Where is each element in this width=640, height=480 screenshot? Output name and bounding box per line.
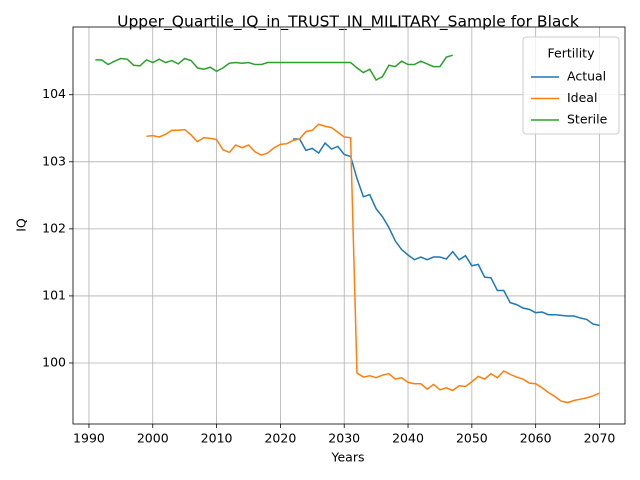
ticks: 1990 2000 2010 2020 2030 2040 2050 2060 2070 100 1… bbox=[42, 86, 615, 445]
y-axis-label: IQ bbox=[14, 218, 29, 232]
y-tick-label: 103 bbox=[42, 153, 66, 168]
x-axis-label: Years bbox=[331, 450, 365, 465]
y-tick-label: 102 bbox=[42, 220, 66, 235]
line-series bbox=[95, 54, 453, 81]
legend: Fertility Actual Ideal Sterile bbox=[522, 36, 620, 135]
line-series bbox=[146, 123, 600, 404]
x-tick-label: 2070 bbox=[584, 431, 616, 446]
y-tick-label: 101 bbox=[42, 287, 66, 302]
legend-title: Fertility bbox=[548, 46, 596, 61]
x-tick-label: 2010 bbox=[201, 431, 233, 446]
line-series bbox=[293, 138, 600, 327]
x-tick-label: 2040 bbox=[392, 431, 424, 446]
legend-label: Sterile bbox=[567, 112, 608, 127]
chart-title: Upper_Quartile_IQ_in_TRUST_IN_MILITARY_S… bbox=[117, 13, 579, 32]
x-tick-label: 2030 bbox=[328, 431, 360, 446]
y-tick-label: 104 bbox=[42, 86, 66, 101]
x-tick-label: 2000 bbox=[137, 431, 169, 446]
axes-frame bbox=[72, 26, 626, 425]
x-tick-label: 2060 bbox=[520, 431, 552, 446]
plot-area bbox=[95, 54, 600, 404]
legend-label: Actual bbox=[567, 69, 606, 84]
y-tick-label: 100 bbox=[42, 354, 66, 369]
legend-label: Ideal bbox=[567, 90, 597, 105]
x-tick-label: 1990 bbox=[73, 431, 105, 446]
x-tick-label: 2020 bbox=[264, 431, 296, 446]
x-tick-label: 2050 bbox=[456, 431, 488, 446]
legend-box bbox=[522, 36, 620, 135]
